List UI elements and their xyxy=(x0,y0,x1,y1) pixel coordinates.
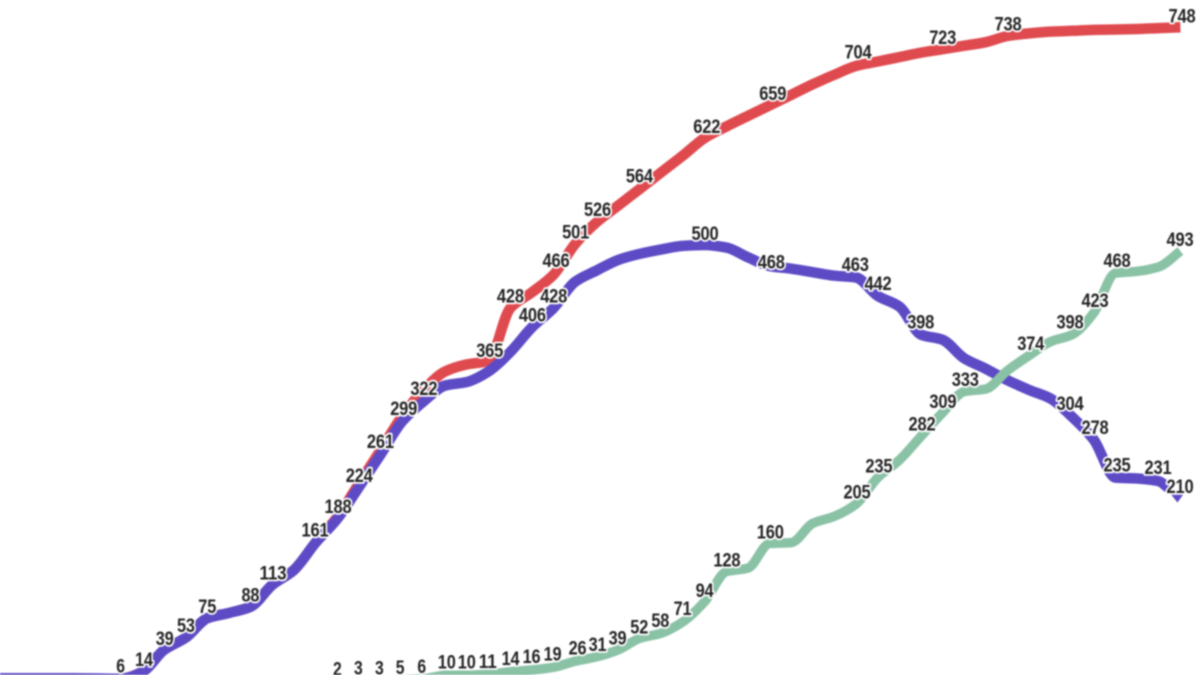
svg-text:282: 282 xyxy=(909,415,936,436)
svg-text:723: 723 xyxy=(929,28,956,49)
svg-text:88: 88 xyxy=(242,586,260,607)
svg-text:5: 5 xyxy=(396,658,405,675)
svg-text:468: 468 xyxy=(1104,251,1131,272)
svg-text:161: 161 xyxy=(302,520,330,541)
svg-text:39: 39 xyxy=(609,629,627,650)
svg-text:365: 365 xyxy=(476,341,504,362)
svg-text:704: 704 xyxy=(845,43,873,64)
svg-text:19: 19 xyxy=(544,645,562,666)
svg-text:526: 526 xyxy=(584,200,611,221)
svg-text:493: 493 xyxy=(1167,230,1194,251)
svg-text:501: 501 xyxy=(562,223,590,244)
svg-text:428: 428 xyxy=(540,287,567,308)
svg-text:113: 113 xyxy=(260,563,287,584)
svg-text:659: 659 xyxy=(759,84,786,105)
svg-text:231: 231 xyxy=(1145,458,1173,479)
svg-text:309: 309 xyxy=(929,392,956,413)
svg-text:10: 10 xyxy=(458,652,476,673)
svg-text:224: 224 xyxy=(346,466,374,487)
svg-text:39: 39 xyxy=(156,629,174,650)
svg-text:94: 94 xyxy=(696,581,714,602)
svg-text:304: 304 xyxy=(1057,394,1085,415)
svg-text:463: 463 xyxy=(842,255,869,276)
svg-text:398: 398 xyxy=(907,313,934,334)
svg-text:322: 322 xyxy=(410,379,437,400)
svg-text:500: 500 xyxy=(692,224,719,245)
svg-text:210: 210 xyxy=(1167,477,1194,498)
svg-text:11: 11 xyxy=(479,652,497,673)
svg-text:428: 428 xyxy=(497,287,524,308)
svg-text:205: 205 xyxy=(844,483,872,504)
svg-text:188: 188 xyxy=(325,497,352,518)
svg-text:6: 6 xyxy=(417,657,426,675)
svg-text:406: 406 xyxy=(519,306,546,327)
svg-text:10: 10 xyxy=(438,652,456,673)
svg-text:235: 235 xyxy=(865,457,893,478)
svg-text:622: 622 xyxy=(693,117,720,138)
svg-text:2: 2 xyxy=(333,660,342,675)
svg-text:278: 278 xyxy=(1082,418,1109,439)
svg-text:16: 16 xyxy=(523,647,541,668)
svg-text:58: 58 xyxy=(651,611,669,632)
svg-text:14: 14 xyxy=(135,650,153,671)
svg-text:333: 333 xyxy=(952,370,979,391)
svg-text:398: 398 xyxy=(1057,313,1084,334)
svg-text:128: 128 xyxy=(713,550,740,571)
svg-text:423: 423 xyxy=(1082,291,1109,312)
svg-text:738: 738 xyxy=(995,15,1022,36)
svg-text:466: 466 xyxy=(543,251,570,272)
svg-text:564: 564 xyxy=(626,167,654,188)
svg-text:160: 160 xyxy=(757,522,784,543)
svg-text:468: 468 xyxy=(758,253,785,274)
svg-text:31: 31 xyxy=(589,635,607,656)
svg-text:52: 52 xyxy=(630,618,648,639)
svg-text:71: 71 xyxy=(674,599,692,620)
svg-text:53: 53 xyxy=(177,616,195,637)
svg-text:26: 26 xyxy=(569,639,587,660)
svg-text:374: 374 xyxy=(1017,334,1045,355)
svg-text:14: 14 xyxy=(502,649,520,670)
svg-text:748: 748 xyxy=(1169,7,1196,28)
svg-text:75: 75 xyxy=(198,597,216,618)
svg-text:235: 235 xyxy=(1104,456,1132,477)
svg-text:261: 261 xyxy=(367,432,395,453)
svg-text:299: 299 xyxy=(390,399,417,420)
svg-text:3: 3 xyxy=(375,659,384,675)
svg-text:442: 442 xyxy=(865,274,892,295)
svg-text:6: 6 xyxy=(116,657,125,675)
svg-text:3: 3 xyxy=(354,659,363,675)
